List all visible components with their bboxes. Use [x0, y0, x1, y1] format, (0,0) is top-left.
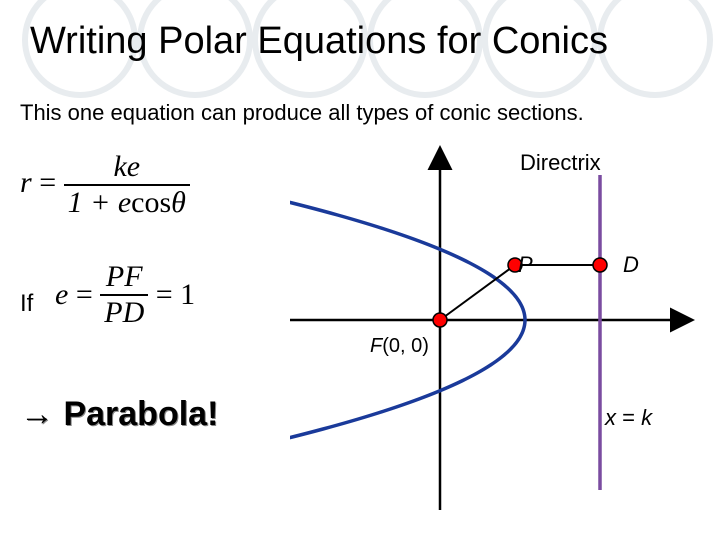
eq2-denominator: PD [100, 294, 148, 330]
eq2-numerator: PF [100, 260, 148, 294]
directrix-label: Directrix [520, 150, 601, 176]
eq1-numerator: ke [64, 150, 190, 184]
page-title: Writing Polar Equations for Conics [30, 20, 608, 63]
eq2-lhs: e [55, 278, 68, 311]
equation-r: r = ke 1 + ecosθ [20, 150, 190, 220]
focus-label: F(0, 0) [370, 335, 429, 358]
page-subtitle: This one equation can produce all types … [20, 100, 584, 126]
conic-graph [290, 140, 710, 520]
directrix-equation-label: x = k [605, 405, 652, 431]
eq1-denominator: 1 + ecosθ [64, 184, 190, 220]
parabola-conclusion: → Parabola! [20, 395, 218, 434]
equation-e: e = PF PD = 1 [55, 260, 195, 330]
eq2-rhs: 1 [180, 278, 195, 311]
eq1-lhs: r [20, 166, 32, 199]
point-p-label: P [518, 252, 533, 278]
if-label: If [20, 290, 33, 318]
point-d-label: D [623, 252, 639, 278]
